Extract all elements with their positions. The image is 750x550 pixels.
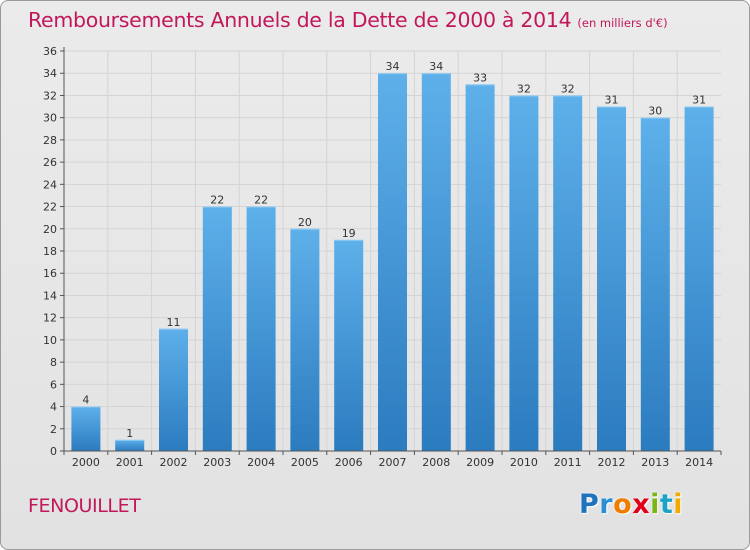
- y-tick-label: 8: [50, 356, 57, 369]
- bar-2010: [509, 95, 539, 451]
- data-label: 34: [386, 60, 400, 73]
- x-tick-label: 2006: [335, 456, 363, 469]
- bar-2005: [290, 228, 320, 451]
- bar-2011: [553, 95, 583, 451]
- proxiti-logo[interactable]: Proxiti: [579, 489, 684, 520]
- y-tick-label: 12: [43, 312, 57, 325]
- chart-title: Remboursements Annuels de la Dette de 20…: [28, 8, 668, 32]
- x-tick-label: 2012: [598, 456, 626, 469]
- data-label: 4: [82, 394, 89, 407]
- bar-2007: [378, 73, 407, 451]
- bar-2013: [640, 117, 670, 452]
- x-tick-label: 2005: [291, 456, 319, 469]
- x-tick-label: 2002: [160, 456, 188, 469]
- y-tick-label: 32: [43, 89, 57, 102]
- y-tick-label: 6: [50, 378, 57, 391]
- y-tick-label: 4: [50, 401, 57, 414]
- y-tick-label: 26: [43, 156, 57, 169]
- data-label: 33: [473, 71, 487, 84]
- y-tick-label: 20: [43, 223, 57, 236]
- axes: [60, 47, 722, 455]
- x-tick-label: 2007: [379, 456, 407, 469]
- y-tick-label: 30: [43, 112, 57, 125]
- y-tick-label: 0: [50, 445, 57, 458]
- bar-2006: [334, 239, 364, 451]
- bar-2009: [465, 84, 495, 451]
- x-tick-labels: 2000 2001 2002 2003 2004 2005 2006 2007 2008 2009…: [72, 456, 713, 469]
- data-label: 1: [126, 427, 133, 440]
- y-tick-label: 14: [43, 289, 57, 302]
- bar-2004: [246, 206, 276, 451]
- bar-2003: [202, 206, 232, 451]
- data-label: 22: [210, 194, 224, 207]
- data-label: 31: [605, 94, 619, 107]
- data-label: 22: [254, 194, 268, 207]
- x-tick-label: 2009: [466, 456, 494, 469]
- x-tick-label: 2003: [203, 456, 231, 469]
- bar-2000: [71, 406, 101, 451]
- y-tick-label: 16: [43, 267, 57, 280]
- data-label: 19: [342, 227, 356, 240]
- y-tick-label: 36: [43, 45, 57, 58]
- y-tick-label: 18: [43, 245, 57, 258]
- chart-title-text: Remboursements Annuels de la Dette de 20…: [28, 8, 572, 32]
- bar-2008: [421, 73, 451, 451]
- y-tick-label: 10: [43, 334, 57, 347]
- data-label: 32: [561, 82, 575, 95]
- bar-2001: [115, 439, 145, 451]
- data-label: 20: [298, 216, 312, 229]
- data-label: 30: [648, 105, 662, 118]
- x-tick-label: 2013: [641, 456, 669, 469]
- y-tick-label: 22: [43, 201, 57, 214]
- bar-2014: [684, 106, 714, 452]
- commune-name: FENOUILLET: [28, 495, 141, 517]
- data-label: 31: [692, 94, 706, 107]
- y-tick-label: 28: [43, 134, 57, 147]
- x-tick-label: 2000: [72, 456, 100, 469]
- bar-2002: [159, 328, 188, 451]
- x-tick-label: 2001: [116, 456, 144, 469]
- data-label: 32: [517, 82, 531, 95]
- y-tick-label: 24: [43, 178, 57, 191]
- x-tick-label: 2011: [554, 456, 582, 469]
- data-label: 11: [167, 316, 181, 329]
- y-tick-label: 34: [43, 67, 57, 80]
- x-tick-label: 2008: [422, 456, 450, 469]
- bars: [71, 73, 714, 452]
- y-tick-label: 2: [50, 423, 57, 436]
- x-tick-label: 2004: [247, 456, 275, 469]
- x-tick-label: 2010: [510, 456, 538, 469]
- x-tick-label: 2014: [685, 456, 713, 469]
- data-label: 34: [429, 60, 443, 73]
- bar-2012: [597, 106, 626, 452]
- chart-unit: (en milliers d'€): [577, 16, 668, 30]
